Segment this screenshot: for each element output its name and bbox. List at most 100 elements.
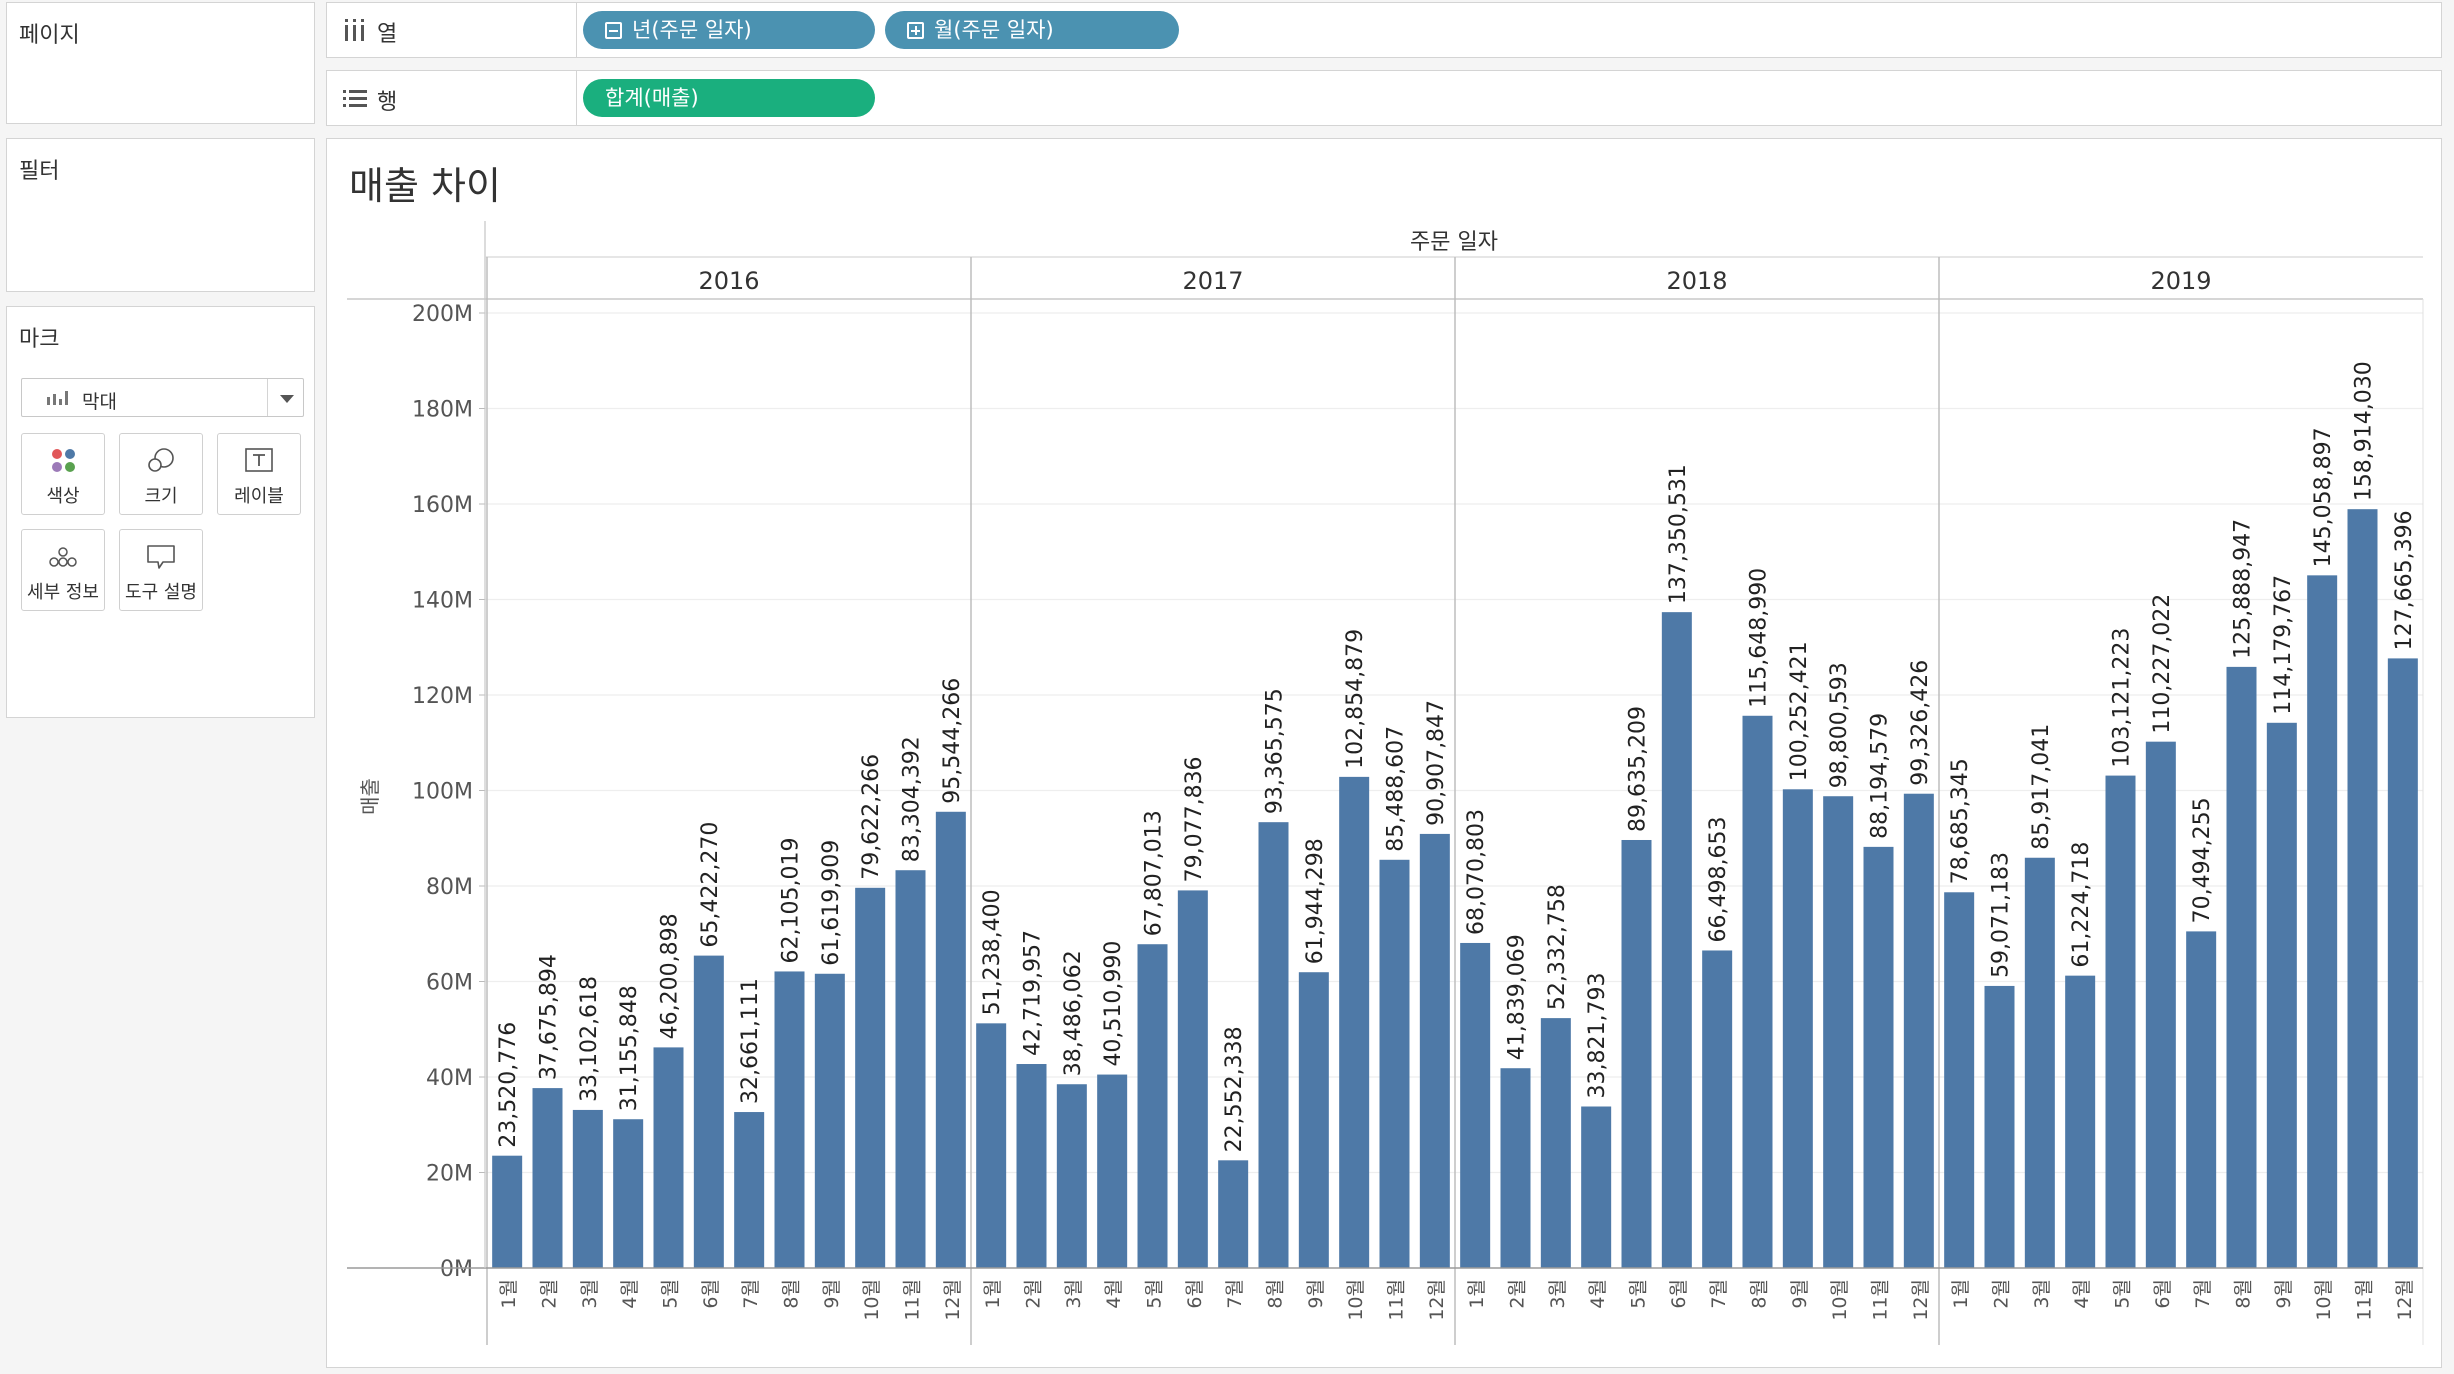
collapse-icon[interactable] — [605, 22, 622, 39]
data-label: 125,888,947 — [2231, 519, 2256, 659]
data-label: 66,498,653 — [1706, 817, 1731, 943]
y-tick-label: 80M — [426, 875, 473, 900]
x-tick-label: 3월 — [579, 1279, 601, 1309]
detail-label: 세부 정보 — [27, 582, 99, 603]
tooltip-button[interactable]: 도구 설명 — [119, 529, 203, 611]
y-tick-label: 100M — [412, 780, 473, 805]
columns-shelf[interactable]: 열 년(주문 일자) 월(주문 일자) — [326, 2, 2442, 58]
detail-button[interactable]: 세부 정보 — [21, 529, 105, 611]
bar-chart-icon — [47, 391, 68, 405]
data-label: 38,486,062 — [1061, 950, 1086, 1076]
pill-month-order-date[interactable]: 월(주문 일자) — [885, 11, 1179, 49]
x-tick-label: 11월 — [2354, 1279, 2376, 1321]
bar — [572, 1109, 603, 1268]
bar — [1702, 950, 1733, 1268]
bar — [1258, 822, 1289, 1268]
data-label: 40,510,990 — [1101, 941, 1126, 1067]
x-tick-label: 1월 — [1950, 1279, 1972, 1309]
y-tick-label: 140M — [412, 589, 473, 614]
chevron-down-icon[interactable] — [267, 379, 303, 416]
x-tick-label: 7월 — [740, 1279, 762, 1309]
pages-card[interactable]: 페이지 — [6, 2, 315, 124]
filters-card[interactable]: 필터 — [6, 138, 315, 292]
data-label: 90,907,847 — [1424, 700, 1449, 826]
data-label: 93,365,575 — [1263, 688, 1288, 814]
rows-shelf-label: 행 — [377, 90, 398, 115]
x-tick-label: 12월 — [1426, 1279, 1448, 1321]
year-header: 2018 — [1666, 267, 1727, 295]
x-tick-label: 6월 — [700, 1279, 722, 1309]
x-tick-label: 10월 — [1829, 1279, 1851, 1321]
y-tick-label: 20M — [426, 1162, 473, 1187]
data-label: 59,071,183 — [1989, 852, 2014, 978]
rows-shelf[interactable]: 행 합계(매출) — [326, 70, 2442, 126]
y-tick-label: 160M — [412, 493, 473, 518]
x-tick-label: 5월 — [1628, 1279, 1650, 1309]
x-tick-label: 7월 — [1708, 1279, 1730, 1309]
data-label: 145,058,897 — [2311, 427, 2336, 567]
bar-chart: 주문 일자 0M 20M 40M 60M 80M 100M 120M 140M 160M 180M 2… — [347, 221, 2424, 1345]
x-tick-label: 9월 — [1305, 1279, 1327, 1309]
bar — [1460, 942, 1491, 1268]
data-label: 33,821,793 — [1585, 973, 1610, 1099]
bar — [532, 1088, 563, 1268]
year-header: 2017 — [1182, 267, 1243, 295]
color-button[interactable]: 색상 — [21, 433, 105, 515]
pill-sum-sales[interactable]: 합계(매출) — [583, 79, 875, 117]
expand-icon[interactable] — [907, 22, 924, 39]
x-tick-label: 10월 — [2313, 1279, 2335, 1321]
data-label: 52,332,758 — [1545, 884, 1570, 1010]
data-label: 41,839,069 — [1505, 934, 1530, 1060]
bar — [613, 1119, 644, 1268]
mark-type-dropdown[interactable]: 막대 — [21, 378, 304, 417]
label-button[interactable]: 레이블 — [217, 433, 301, 515]
x-tick-label: 1월 — [1466, 1279, 1488, 1309]
bar — [1218, 1160, 1249, 1268]
data-label: 110,227,022 — [2150, 594, 2175, 734]
size-icon — [148, 448, 174, 472]
bar — [2145, 741, 2176, 1268]
x-tick-label: 7월 — [1224, 1279, 1246, 1309]
bar — [2226, 666, 2257, 1268]
columns-shelf-header: 열 — [327, 3, 577, 57]
x-tick-label: 5월 — [2112, 1279, 2134, 1309]
data-label: 61,619,909 — [819, 840, 844, 966]
bar — [734, 1112, 765, 1268]
data-label: 78,685,345 — [1948, 758, 1973, 884]
x-tick-label: 9월 — [2273, 1279, 2295, 1309]
size-label: 크기 — [144, 486, 178, 507]
detail-icon — [49, 547, 77, 567]
bar — [1339, 776, 1370, 1268]
columns-shelf-label: 열 — [377, 22, 398, 47]
data-label: 79,622,266 — [859, 754, 884, 880]
x-tick-label: 12월 — [1910, 1279, 1932, 1321]
columns-icon — [345, 19, 364, 41]
x-tick-label: 12월 — [942, 1279, 964, 1321]
x-tick-label: 1월 — [498, 1279, 520, 1309]
x-tick-label: 7월 — [2192, 1279, 2214, 1309]
bar — [2024, 857, 2055, 1268]
x-tick-label: 9월 — [1789, 1279, 1811, 1309]
bar — [935, 811, 966, 1268]
data-label: 127,665,396 — [2392, 510, 2417, 650]
bar — [1944, 892, 1975, 1268]
data-label: 22,552,338 — [1222, 1026, 1247, 1152]
data-label: 37,675,894 — [537, 954, 562, 1080]
x-tick-label: 8월 — [781, 1279, 803, 1309]
data-label: 103,121,223 — [2110, 628, 2135, 768]
data-label: 70,494,255 — [2190, 797, 2215, 923]
x-tick-label: 3월 — [2031, 1279, 2053, 1309]
data-label: 42,719,957 — [1021, 930, 1046, 1056]
y-tick-label: 60M — [426, 971, 473, 996]
mark-type-label: 막대 — [82, 391, 117, 413]
bar — [1379, 859, 1410, 1268]
pill-year-order-date[interactable]: 년(주문 일자) — [583, 11, 875, 49]
filters-title: 필터 — [19, 159, 60, 184]
pill-month-text: 월(주문 일자) — [934, 18, 1054, 42]
x-tick-label: 4월 — [1587, 1279, 1609, 1309]
size-button[interactable]: 크기 — [119, 433, 203, 515]
x-tick-label: 6월 — [2152, 1279, 2174, 1309]
data-label: 65,422,270 — [698, 822, 723, 948]
data-label: 46,200,898 — [658, 913, 683, 1039]
y-tick-label: 180M — [412, 398, 473, 423]
